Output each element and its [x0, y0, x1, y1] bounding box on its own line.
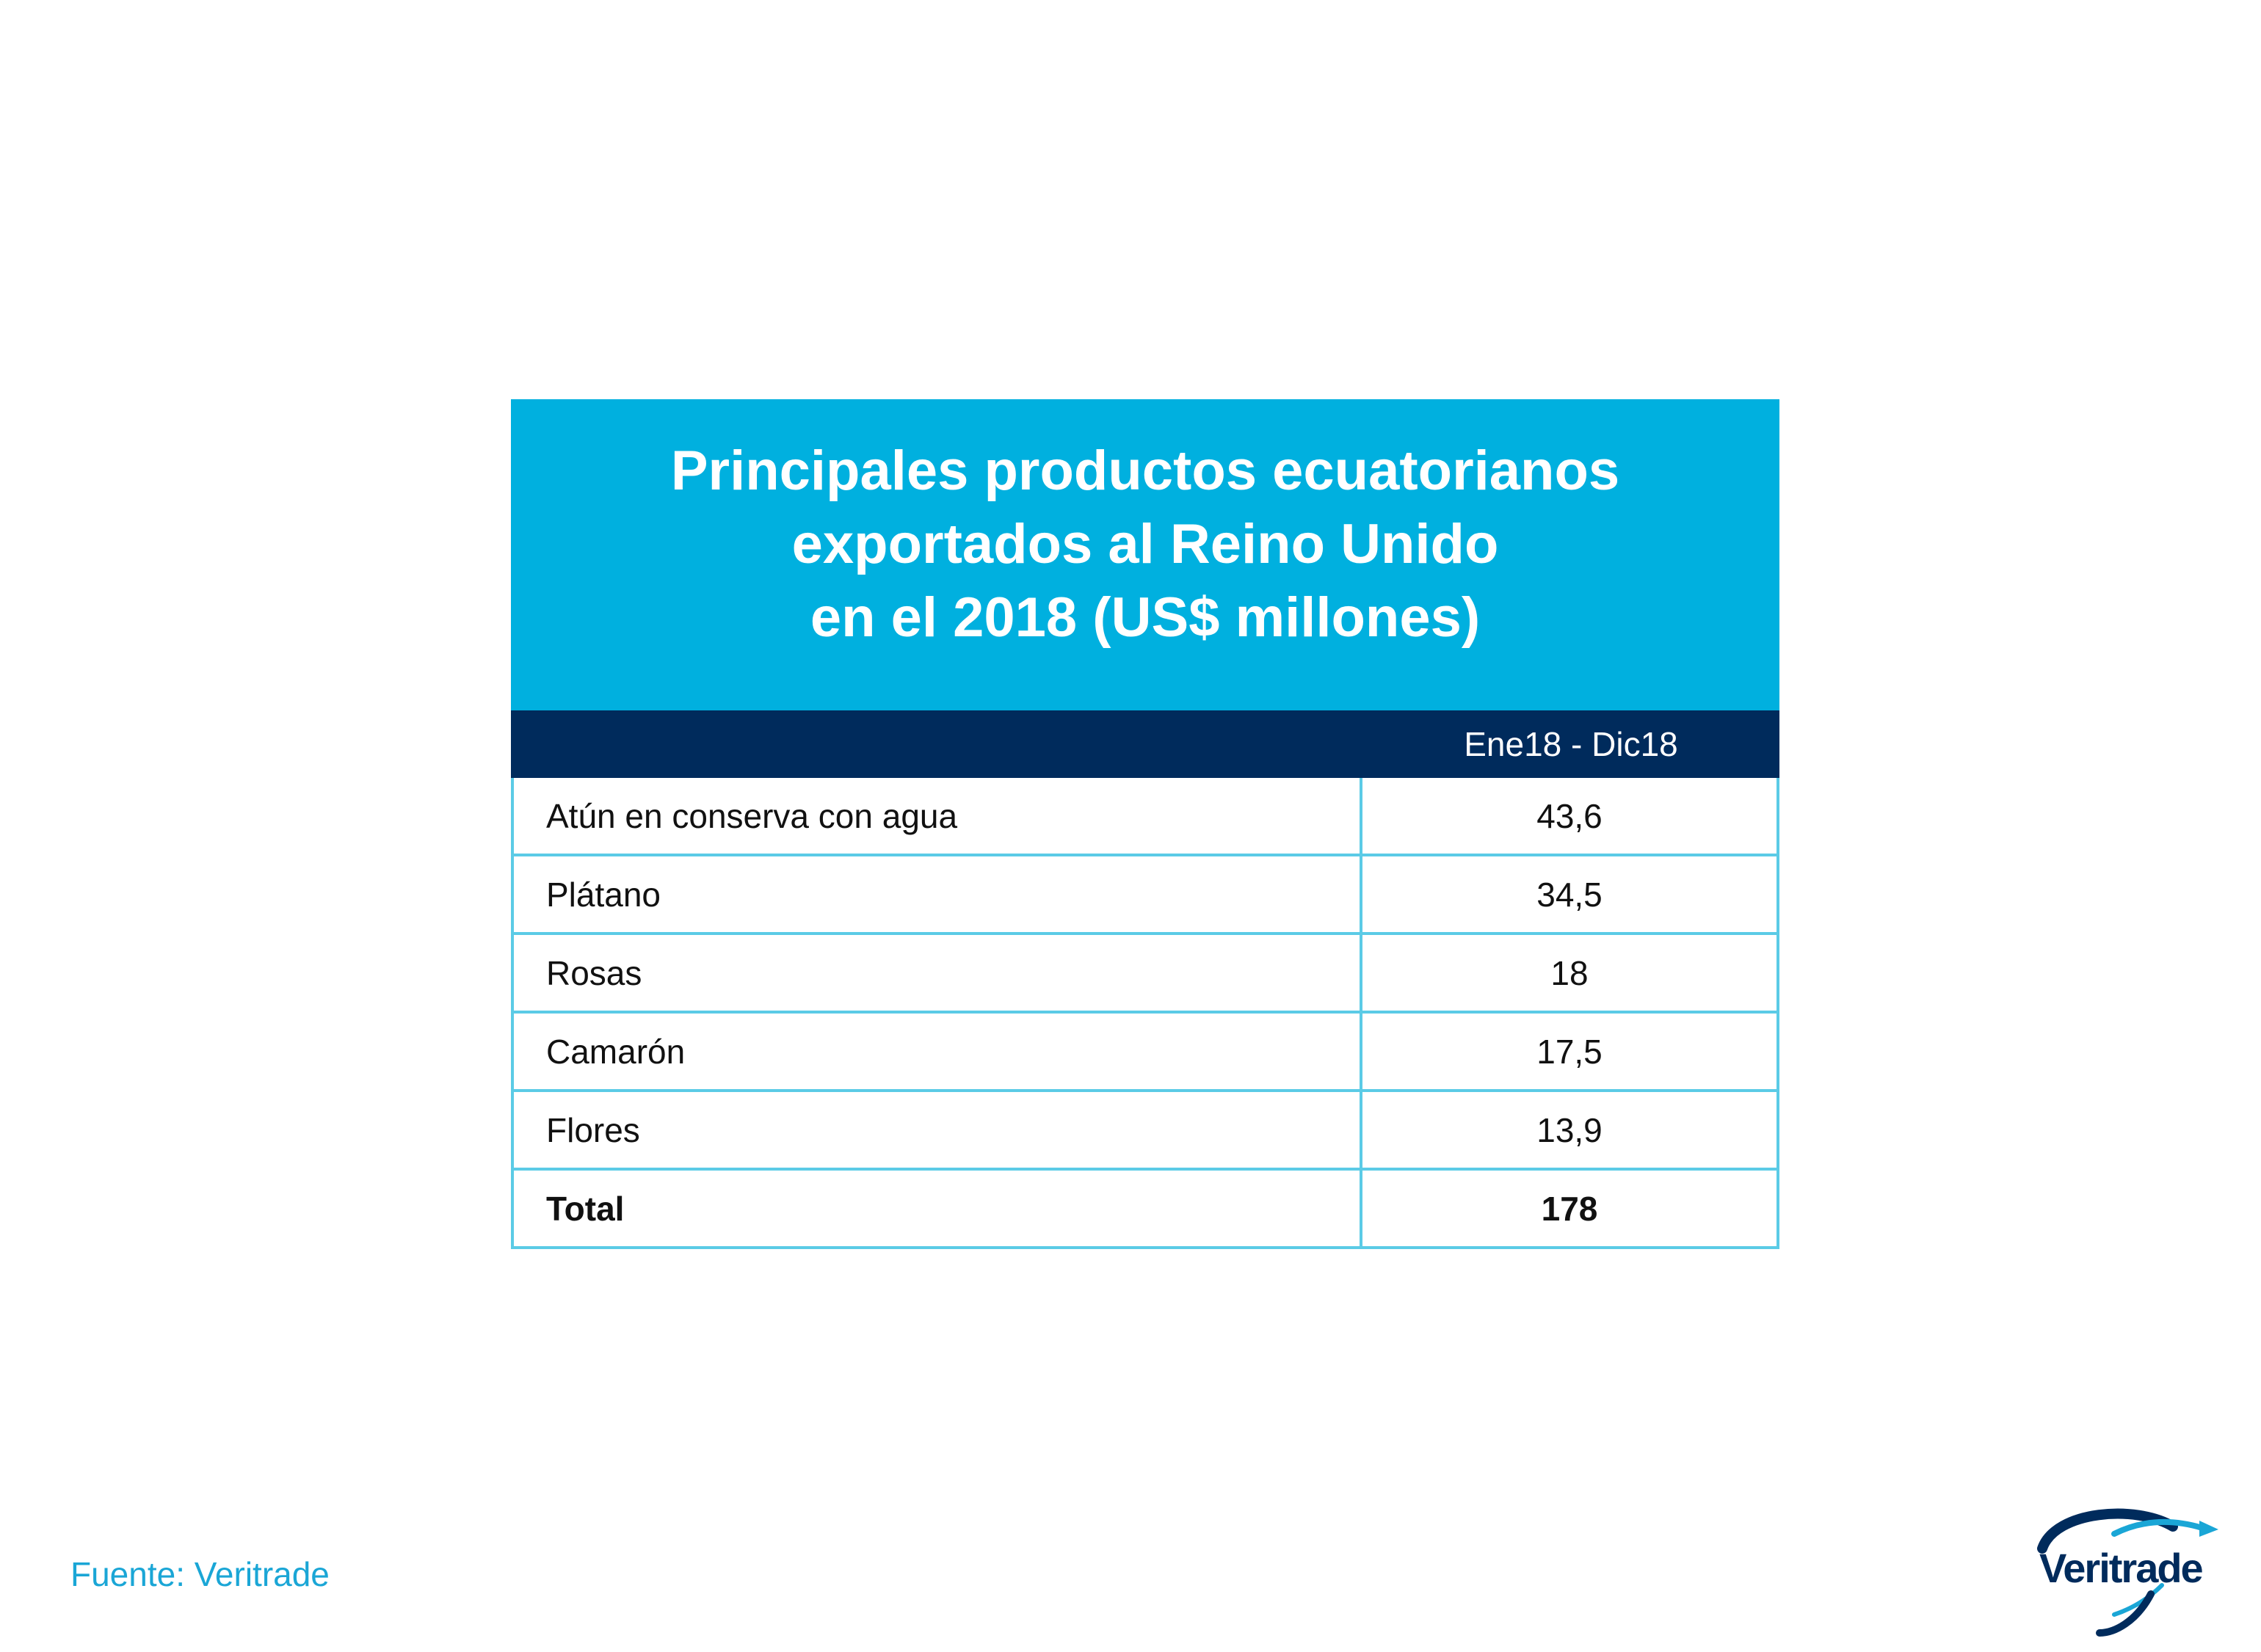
table-row: Rosas 18 [511, 932, 1779, 1014]
table-title: Principales productos ecuatorianos expor… [670, 440, 1620, 649]
logo-wordmark: Veritrade [2039, 1545, 2204, 1591]
row-value: 43,6 [1360, 778, 1779, 856]
title-band: Principales productos ecuatorianos expor… [511, 399, 1779, 710]
row-label: Plátano [511, 854, 1362, 935]
row-value: 13,9 [1360, 1089, 1779, 1171]
data-table: Atún en conserva con agua 43,6 Plátano 3… [511, 778, 1779, 1249]
data-table-card: Principales productos ecuatorianos expor… [511, 399, 1779, 1249]
row-value: 17,5 [1360, 1011, 1779, 1092]
total-label: Total [511, 1168, 1362, 1249]
table-row: Plátano 34,5 [511, 854, 1779, 935]
total-value: 178 [1360, 1168, 1779, 1249]
row-value: 34,5 [1360, 854, 1779, 935]
row-label: Rosas [511, 932, 1362, 1014]
veritrade-swoosh-icon [2037, 1508, 2218, 1637]
source-note: Fuente: Veritrade [70, 1555, 330, 1593]
row-label: Atún en conserva con agua [511, 778, 1362, 856]
table-row: Atún en conserva con agua 43,6 [511, 778, 1779, 856]
table-row: Flores 13,9 [511, 1089, 1779, 1171]
column-header-row: Ene18 - Dic18 [511, 710, 1779, 778]
veritrade-logo: Veritrade [2026, 1504, 2232, 1637]
column-header-period: Ene18 - Dic18 [1464, 725, 1678, 763]
row-label: Camarón [511, 1011, 1362, 1092]
row-value: 18 [1360, 932, 1779, 1014]
table-row: Camarón 17,5 [511, 1011, 1779, 1092]
row-label: Flores [511, 1089, 1362, 1171]
table-total-row: Total 178 [511, 1168, 1779, 1249]
